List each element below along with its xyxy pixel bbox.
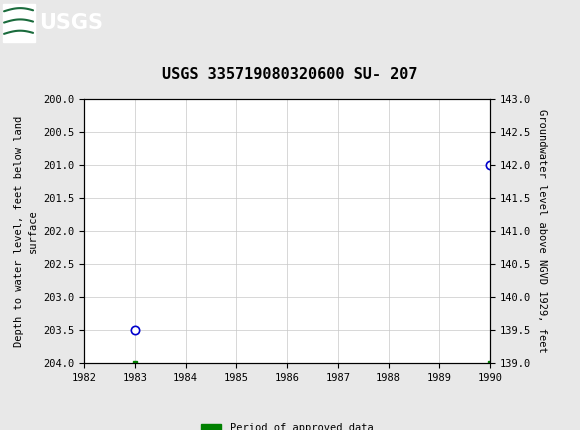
Text: USGS 335719080320600 SU- 207: USGS 335719080320600 SU- 207 — [162, 67, 418, 82]
Y-axis label: Groundwater level above NGVD 1929, feet: Groundwater level above NGVD 1929, feet — [536, 109, 546, 353]
Legend: Period of approved data: Period of approved data — [197, 419, 378, 430]
Y-axis label: Depth to water level, feet below land
surface: Depth to water level, feet below land su… — [14, 116, 38, 347]
Text: USGS: USGS — [39, 12, 103, 33]
FancyBboxPatch shape — [3, 3, 35, 42]
